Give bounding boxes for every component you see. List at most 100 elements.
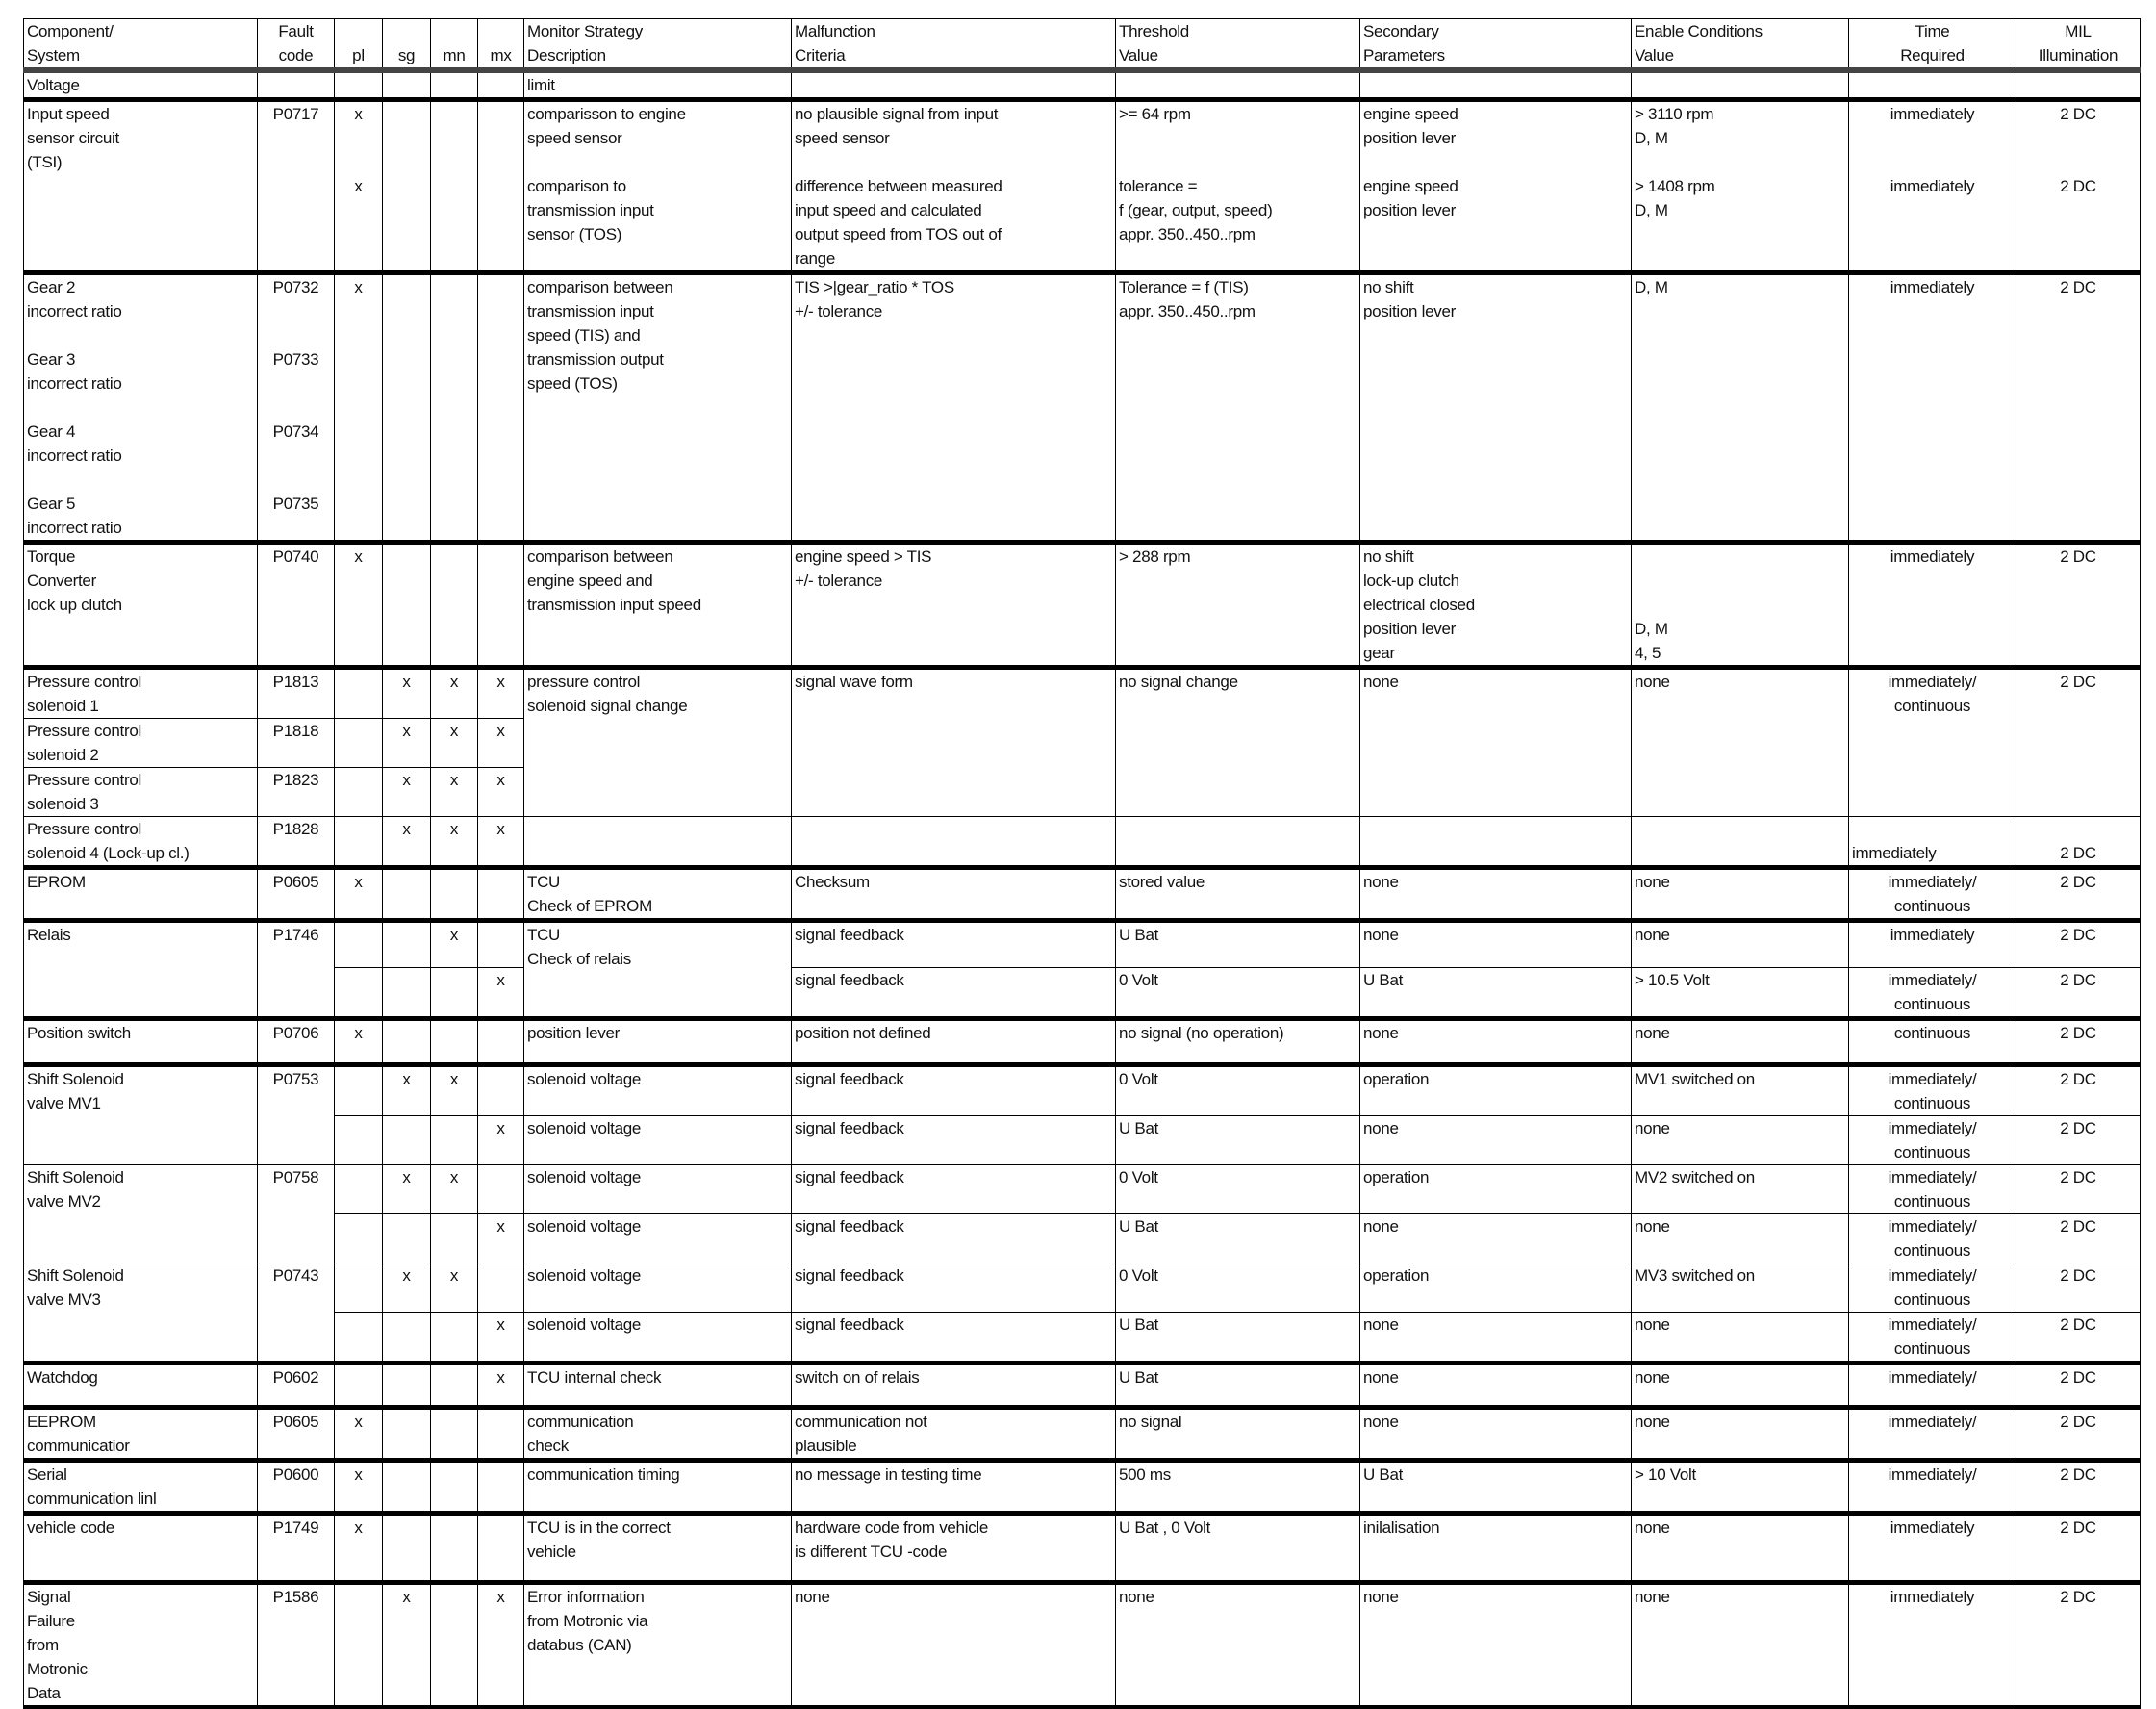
table-row: Shift Solenoid valve MV3 P0743 x x solenoid … [23, 1263, 2141, 1364]
column-header-pl: pl [334, 18, 383, 73]
cell-malfunction: signal feedback [791, 1164, 1116, 1214]
cell-mil: 2 DC [2016, 1263, 2141, 1313]
cell-mil: 2 DC 2 DC [2016, 97, 2141, 273]
cell-component: Voltage [23, 69, 258, 100]
cell-mil: 2 DC [2016, 1511, 2141, 1583]
cell-time: immediately [1848, 1511, 2016, 1583]
cell-secondary: none [1359, 1361, 1632, 1408]
cell-pl: x [334, 270, 383, 543]
cell-description [523, 816, 792, 868]
cell-threshold: U Bat [1115, 1115, 1360, 1165]
table-row: Serial communication linl P0600 x communica… [23, 1458, 2141, 1514]
cell-time: immediately/ [1848, 1405, 2016, 1461]
column-header-secondary: Secondary Parameters [1359, 18, 1632, 73]
cell-mil: 2 DC [2016, 1213, 2141, 1263]
cell-secondary: operation [1359, 1164, 1632, 1214]
cell-mx [477, 1016, 524, 1065]
cell-description: comparison between transmission input sp… [523, 270, 792, 543]
cell-code: P0602 [257, 1361, 335, 1408]
cell-mx [477, 97, 524, 273]
cell-mn [430, 270, 478, 543]
cell-time: immediately immediately [1848, 97, 2016, 273]
column-header-code: Fault code [257, 18, 335, 73]
table-row: x solenoid voltage signal feedback U Bat non… [24, 1115, 2141, 1165]
cell-pl [334, 1580, 383, 1709]
cell-time: immediately/ continuous [1848, 1312, 2016, 1364]
cell-secondary: none [1359, 665, 1632, 817]
cell-component: Watchdog [23, 1361, 258, 1408]
cell-sg [382, 1213, 431, 1263]
cell-threshold: > 288 rpm [1115, 540, 1360, 668]
cell-mn: x [430, 767, 478, 817]
cell-threshold: none [1115, 1580, 1360, 1709]
table-row: Gear 2 incorrect ratio Gear 3 incorrect … [23, 270, 2141, 543]
cell-threshold: 0 Volt [1115, 967, 1360, 1019]
cell-description: communication timing [523, 1458, 792, 1514]
cell-mil: 2 DC [2016, 1405, 2141, 1461]
cell-sg [382, 69, 431, 100]
cell-malfunction: signal wave form [791, 665, 1116, 817]
column-header-sg: sg [382, 18, 431, 73]
cell-threshold: Tolerance = f (TIS) appr. 350..450..rpm [1115, 270, 1360, 543]
cell-enable: none [1631, 665, 1849, 817]
cell-sg: x [382, 718, 431, 768]
cell-enable: none [1631, 1115, 1849, 1165]
cell-malfunction: signal feedback [791, 1115, 1116, 1165]
cell-enable [1631, 69, 1849, 100]
cell-threshold: 500 ms [1115, 1458, 1360, 1514]
cell-malfunction: Checksum [791, 865, 1116, 921]
cell-pl [334, 1062, 383, 1116]
cell-mn [430, 865, 478, 921]
cell-secondary: engine speed position lever engine speed… [1359, 97, 1632, 273]
cell-code: P1828 [257, 816, 335, 868]
cell-threshold: >= 64 rpm tolerance = f (gear, output, s… [1115, 97, 1360, 273]
cell-enable: > 3110 rpm D, M > 1408 rpm D, M [1631, 97, 1849, 273]
cell-code: P0758 [257, 1164, 335, 1263]
column-header-component: Component/ System [23, 18, 258, 73]
cell-secondary [1359, 816, 1632, 868]
cell-mx: x [477, 767, 524, 817]
cell-description: position lever [523, 1016, 792, 1065]
cell-code: P0605 [257, 865, 335, 921]
cell-enable: none [1631, 1580, 1849, 1709]
cell-pl [334, 1164, 383, 1214]
cell-description: solenoid voltage [523, 1213, 792, 1263]
cell-code: P0600 [257, 1458, 335, 1514]
cell-threshold: no signal (no operation) [1115, 1016, 1360, 1065]
cell-pl [334, 1115, 383, 1165]
cell-sg: x [382, 1263, 431, 1313]
cell-time: immediately/ [1848, 1458, 2016, 1514]
cell-malfunction [791, 816, 1116, 868]
cell-time: immediately/ [1848, 1361, 2016, 1408]
cell-code: P0740 [257, 540, 335, 668]
cell-secondary: operation [1359, 1263, 1632, 1313]
cell-description: Error information from Motronic via data… [523, 1580, 792, 1709]
cell-time: immediately/ continuous [1848, 1213, 2016, 1263]
cell-malfunction: switch on of relais [791, 1361, 1116, 1408]
cell-threshold: U Bat [1115, 1213, 1360, 1263]
cell-mx [477, 1511, 524, 1583]
cell-mx: x [477, 1213, 524, 1263]
cell-code: P1813 [257, 665, 335, 719]
cell-description: communication check [523, 1405, 792, 1461]
cell-mil [2016, 69, 2141, 100]
cell-mn: x [430, 1164, 478, 1214]
cell-component: Pressure control solenoid 1 [23, 665, 258, 719]
cell-mn [430, 1016, 478, 1065]
cell-pl: x x [334, 97, 383, 273]
column-header-enable: Enable Conditions Value [1631, 18, 1849, 73]
cell-description: solenoid voltage [523, 1115, 792, 1165]
cell-mx: x [477, 816, 524, 868]
cell-malfunction: signal feedback [791, 1263, 1116, 1313]
cell-description: TCU is in the correct vehicle [523, 1511, 792, 1583]
cell-description: comparison between engine speed and tran… [523, 540, 792, 668]
cell-component: Shift Solenoid valve MV3 [23, 1263, 258, 1364]
table-row: Pressure control solenoid 1 P1813 x x x press… [23, 665, 2141, 817]
cell-sg [382, 1312, 431, 1364]
table-row: Position switch P0706 x position lever posit… [23, 1016, 2141, 1065]
cell-mil: 2 DC [2016, 1458, 2141, 1514]
cell-time: immediately [1848, 540, 2016, 668]
cell-malfunction: position not defined [791, 1016, 1116, 1065]
column-header-mx: mx [477, 18, 524, 73]
header-row: Component/ System Fault code pl sg mn mx Monit… [23, 18, 2141, 73]
